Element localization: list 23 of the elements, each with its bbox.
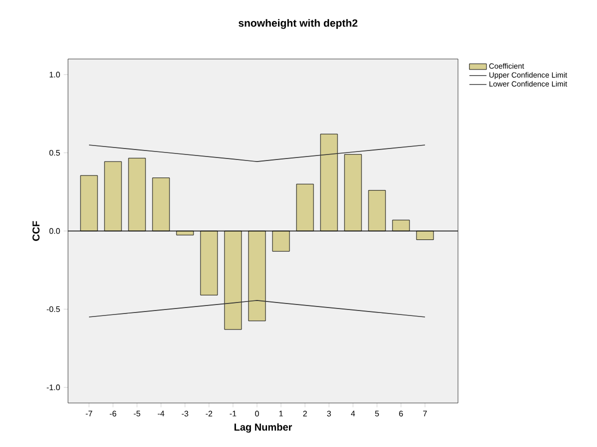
y-axis-title: CCF [32,221,40,241]
x-tick-label: 7 [423,410,427,416]
x-tick-label: 0 [255,410,259,416]
x-tick-label: -7 [86,410,92,416]
x-tick-label: -1 [230,410,236,416]
y-tick-label: -0.5 [46,306,60,312]
x-tick-label: -2 [206,410,212,416]
x-tick-label: 2 [303,410,307,416]
x-tick-label: -4 [158,410,164,416]
x-tick-label: 1 [279,410,283,416]
x-tick-label: -5 [134,410,140,416]
x-axis-title: Lag Number [234,423,292,433]
chart-title: snowheight with depth2 [238,19,358,29]
x-tick-label: 6 [399,410,403,416]
y-tick-label: 0.5 [49,150,60,156]
y-tick-label: 0.0 [49,228,60,234]
y-tick-label: 1.0 [50,72,60,78]
x-tick-label: 3 [327,410,331,416]
x-tick-label: 4 [350,410,355,416]
x-tick-label: 5 [375,410,379,416]
x-tick-label: -3 [182,410,188,416]
x-tick-label: -6 [110,410,116,416]
y-tick-label: -1.0 [46,384,60,390]
